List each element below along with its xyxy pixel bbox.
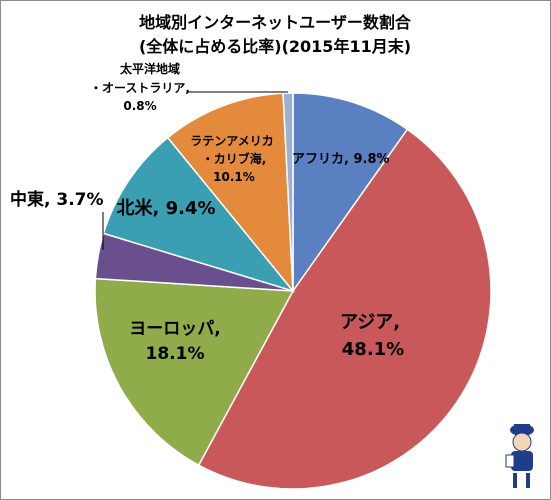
pie-slices: [94, 92, 492, 490]
chart-subtitle: (全体に占める比率)(2015年11月末): [139, 37, 411, 56]
label-pacific-line2: ・オーストラリア,: [90, 81, 190, 95]
label-pacific-line1: 太平洋地域: [120, 61, 180, 76]
pie-slice-5: [166, 92, 294, 294]
label-latam-line2: ・カリブ海,: [202, 151, 267, 166]
label-latam-line1: ラテンアメリカ: [190, 134, 273, 148]
label-africa: アフリカ, 9.8%: [292, 152, 390, 167]
pie-slice-1: [197, 128, 492, 490]
label-pacific-line3: 0.8%: [123, 99, 156, 113]
chart-title: 地域別インターネットユーザー数割合: [139, 13, 412, 32]
label-north-america: 北米, 9.4%: [116, 197, 215, 219]
pie-slice-0: [292, 92, 409, 294]
pie-slice-4: [102, 136, 296, 293]
label-europe-value: 18.1%: [146, 344, 205, 364]
pie-slice-2: [94, 277, 295, 467]
label-asia-value: 48.1%: [342, 339, 404, 360]
label-latam-line3: 10.1%: [213, 170, 255, 184]
label-asia-name: アジア,: [340, 312, 400, 333]
label-europe-name: ヨーロッパ,: [129, 319, 220, 339]
label-middle-east: 中東, 3.7%: [10, 189, 104, 210]
pie-slice-6: [282, 92, 294, 292]
mascot-logo: [505, 424, 534, 488]
